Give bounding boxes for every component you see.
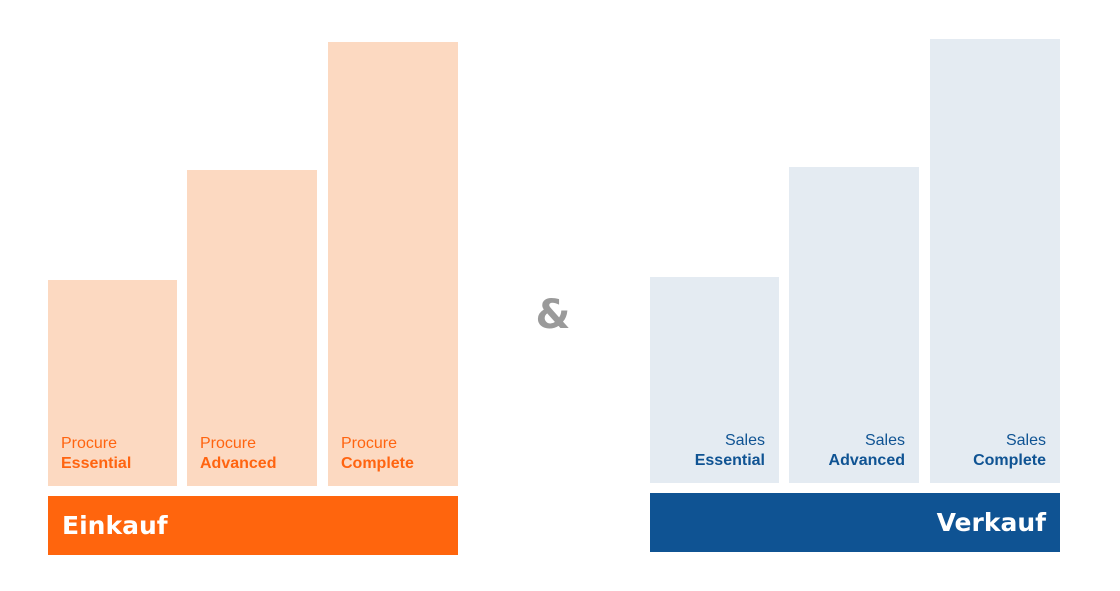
sales-advanced-bar: Sales Advanced	[789, 167, 919, 483]
procure-essential-label: Procure Essential	[61, 434, 131, 474]
procure-complete-line1: Procure	[341, 435, 398, 452]
procure-advanced-line1: Procure	[200, 435, 257, 452]
ampersand-connector: &	[535, 292, 571, 338]
procure-advanced-label: Procure Advanced	[200, 434, 276, 474]
sales-complete-label: Sales Complete	[973, 431, 1046, 471]
procure-complete-line2: Complete	[341, 455, 414, 472]
procure-advanced-line2: Advanced	[200, 455, 277, 472]
procure-complete-bar: Procure Complete	[328, 42, 458, 486]
sales-essential-line1: Sales	[724, 432, 765, 449]
sales-essential-line2: Essential	[694, 452, 765, 469]
procure-essential-line1: Procure	[61, 435, 118, 452]
sales-advanced-label: Sales Advanced	[829, 431, 905, 471]
verkauf-base: Verkauf	[650, 493, 1060, 552]
sales-essential-bar: Sales Essential	[650, 277, 779, 483]
sales-complete-line2: Complete	[973, 452, 1046, 469]
procure-essential-bar: Procure Essential	[48, 280, 177, 486]
sales-complete-line1: Sales	[1005, 432, 1046, 449]
sales-advanced-line1: Sales	[864, 432, 905, 449]
sales-essential-label: Sales Essential	[695, 431, 765, 471]
procure-advanced-bar: Procure Advanced	[187, 170, 317, 486]
sales-complete-bar: Sales Complete	[930, 39, 1060, 483]
procure-essential-line2: Essential	[61, 455, 132, 472]
einkauf-base: Einkauf	[48, 496, 458, 555]
sales-advanced-line2: Advanced	[828, 452, 905, 469]
procure-complete-label: Procure Complete	[341, 434, 414, 474]
